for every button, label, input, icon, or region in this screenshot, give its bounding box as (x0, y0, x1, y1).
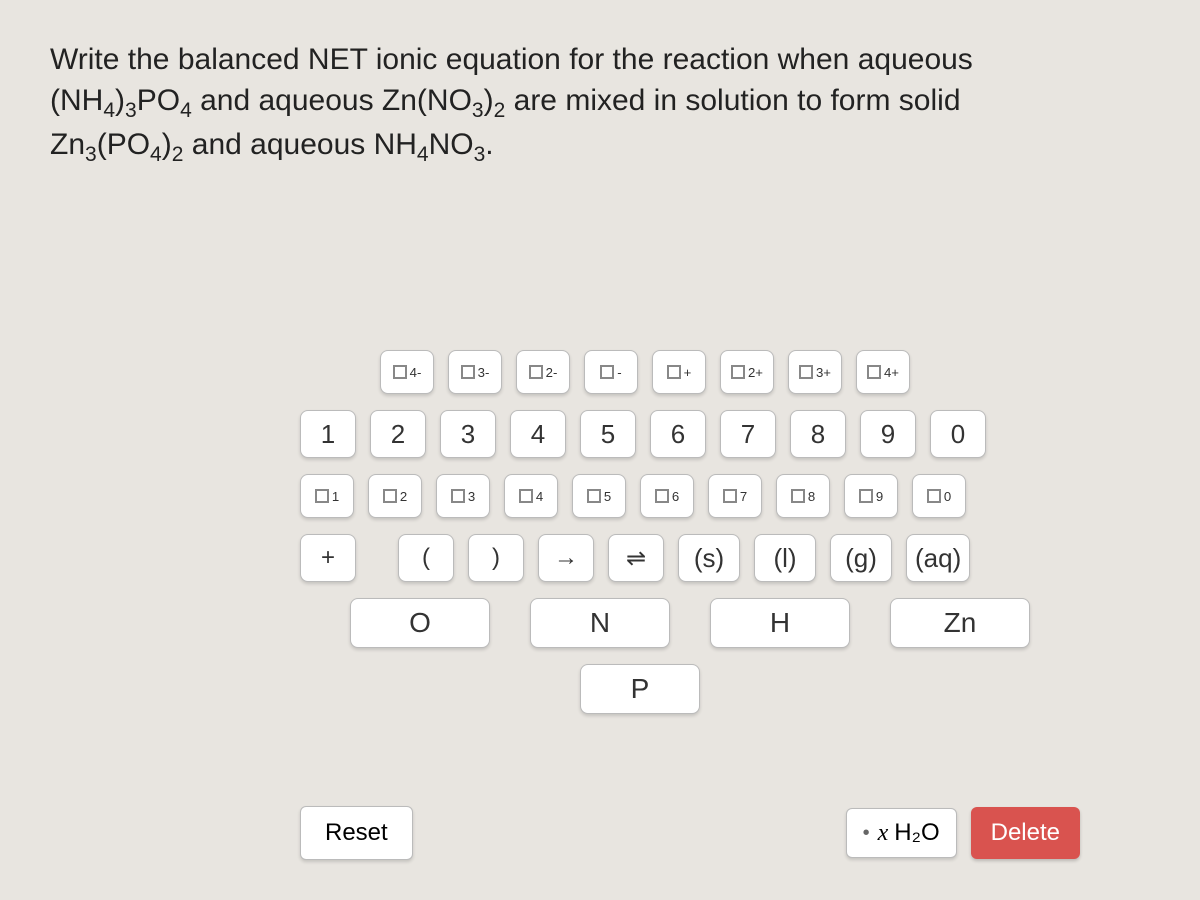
element-zn-button[interactable]: Zn (890, 598, 1030, 648)
q-line3: Zn3(PO4)2 and aqueous NH4NO3. (50, 128, 494, 161)
charge-2plus-button[interactable]: 2+ (720, 350, 774, 394)
placeholder-icon (867, 365, 881, 379)
state-g-button[interactable]: (g) (830, 534, 892, 582)
plus-button[interactable]: + (300, 534, 356, 582)
placeholder-icon (859, 489, 873, 503)
placeholder-icon (667, 365, 681, 379)
placeholder-icon (655, 489, 669, 503)
row-charges: 4- 3- 2- - + 2+ 3+ 4+ (380, 350, 1080, 394)
sub-2-button[interactable]: 2 (368, 474, 422, 518)
charge-4minus-button[interactable]: 4- (380, 350, 434, 394)
element-p-button[interactable]: P (580, 664, 700, 714)
row-numbers: 1 2 3 4 5 6 7 8 9 0 (300, 410, 1080, 458)
placeholder-icon (519, 489, 533, 503)
placeholder-icon (393, 365, 407, 379)
row-elements: O N H Zn (350, 598, 1080, 648)
sub-5-button[interactable]: 5 (572, 474, 626, 518)
num-9-button[interactable]: 9 (860, 410, 916, 458)
element-o-button[interactable]: O (350, 598, 490, 648)
placeholder-icon (799, 365, 813, 379)
row-subscripts: 1 2 3 4 5 6 7 8 9 0 (300, 474, 1080, 518)
charge-2minus-button[interactable]: 2- (516, 350, 570, 394)
row-operators: + ( ) → ⇌ (s) (l) (g) (aq) (300, 534, 1080, 582)
sub-6-button[interactable]: 6 (640, 474, 694, 518)
num-8-button[interactable]: 8 (790, 410, 846, 458)
charge-3minus-button[interactable]: 3- (448, 350, 502, 394)
placeholder-icon (927, 489, 941, 503)
state-s-button[interactable]: (s) (678, 534, 740, 582)
placeholder-icon (587, 489, 601, 503)
placeholder-icon (600, 365, 614, 379)
reset-button[interactable]: Reset (300, 806, 413, 860)
charge-minus-button[interactable]: - (584, 350, 638, 394)
num-6-button[interactable]: 6 (650, 410, 706, 458)
num-0-button[interactable]: 0 (930, 410, 986, 458)
sub-8-button[interactable]: 8 (776, 474, 830, 518)
num-4-button[interactable]: 4 (510, 410, 566, 458)
q-line1: Write the balanced NET ionic equation fo… (50, 43, 973, 76)
bullet-icon: • (863, 822, 870, 845)
element-h-button[interactable]: H (710, 598, 850, 648)
num-3-button[interactable]: 3 (440, 410, 496, 458)
sub-7-button[interactable]: 7 (708, 474, 762, 518)
placeholder-icon (529, 365, 543, 379)
charge-3plus-button[interactable]: 3+ (788, 350, 842, 394)
placeholder-icon (723, 489, 737, 503)
delete-button[interactable]: Delete (971, 807, 1080, 859)
placeholder-icon (461, 365, 475, 379)
row-element-p: P (580, 664, 1080, 714)
right-controls: • x H₂O Delete (846, 807, 1080, 859)
q-line2: (NH4)3PO4 and aqueous Zn(NO3)2 are mixed… (50, 84, 961, 117)
placeholder-icon (315, 489, 329, 503)
sub-1-button[interactable]: 1 (300, 474, 354, 518)
charge-plus-button[interactable]: + (652, 350, 706, 394)
num-7-button[interactable]: 7 (720, 410, 776, 458)
arrow-button[interactable]: → (538, 534, 594, 582)
num-1-button[interactable]: 1 (300, 410, 356, 458)
water-button[interactable]: • x H₂O (846, 808, 957, 858)
element-n-button[interactable]: N (530, 598, 670, 648)
num-2-button[interactable]: 2 (370, 410, 426, 458)
sub-3-button[interactable]: 3 (436, 474, 490, 518)
keypad: 4- 3- 2- - + 2+ 3+ 4+ 1 2 3 4 5 6 7 8 9 … (300, 350, 1080, 730)
placeholder-icon (731, 365, 745, 379)
placeholder-icon (451, 489, 465, 503)
placeholder-icon (383, 489, 397, 503)
state-aq-button[interactable]: (aq) (906, 534, 970, 582)
sub-4-button[interactable]: 4 (504, 474, 558, 518)
bottom-controls: Reset • x H₂O Delete (300, 806, 1080, 860)
sub-9-button[interactable]: 9 (844, 474, 898, 518)
sub-0-button[interactable]: 0 (912, 474, 966, 518)
placeholder-icon (791, 489, 805, 503)
question-text: Write the balanced NET ionic equation fo… (0, 0, 1200, 189)
charge-4plus-button[interactable]: 4+ (856, 350, 910, 394)
lparen-button[interactable]: ( (398, 534, 454, 582)
equilibrium-button[interactable]: ⇌ (608, 534, 664, 582)
rparen-button[interactable]: ) (468, 534, 524, 582)
state-l-button[interactable]: (l) (754, 534, 816, 582)
num-5-button[interactable]: 5 (580, 410, 636, 458)
